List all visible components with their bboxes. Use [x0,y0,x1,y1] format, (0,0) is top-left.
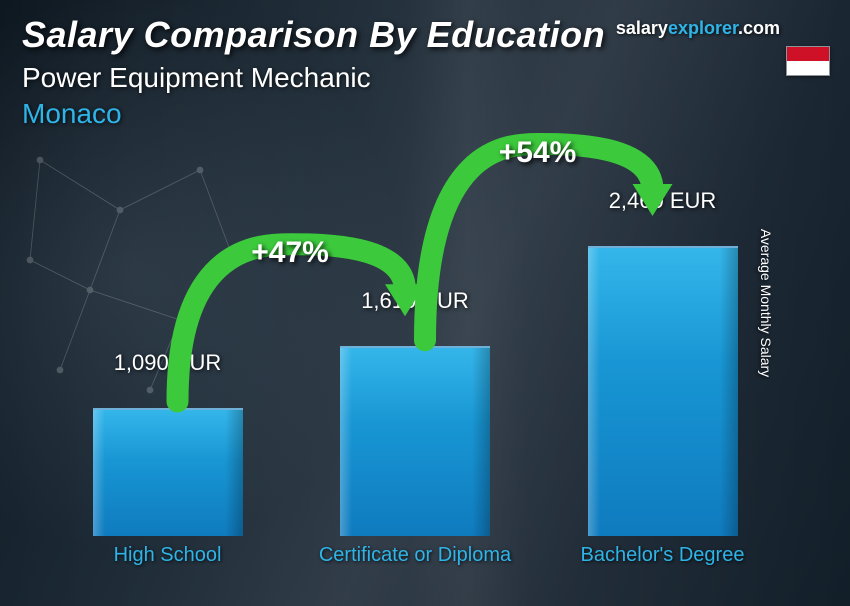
bar-category-label: Certificate or Diploma [315,544,515,567]
bar [588,246,738,536]
flag-stripe-top [787,47,829,61]
bar-group: 1,610 EURCertificate or Diploma [325,346,505,536]
bar-category-label: High School [68,544,268,567]
country-label: Monaco [22,98,830,130]
increase-percent-label: +47% [251,236,329,270]
bar-group: 1,090 EURHigh School [78,408,258,536]
flag-icon [786,46,830,76]
bar-value-label: 1,610 EUR [361,288,469,314]
bar-chart: 1,090 EURHigh School1,610 EURCertificate… [40,156,790,586]
job-title: Power Equipment Mechanic [22,62,830,94]
brand-suffix: .com [738,18,780,38]
bar-value-label: 1,090 EUR [114,350,222,376]
bar [340,346,490,536]
brand-logo: salaryexplorer.com [616,18,780,39]
flag-stripe-bottom [787,61,829,75]
brand-accent: explorer [668,18,738,38]
bar-group: 2,460 EURBachelor's Degree [573,246,753,536]
bar [93,408,243,536]
bar-value-label: 2,460 EUR [609,188,717,214]
bar-category-label: Bachelor's Degree [563,544,763,567]
brand-pre: salary [616,18,668,38]
